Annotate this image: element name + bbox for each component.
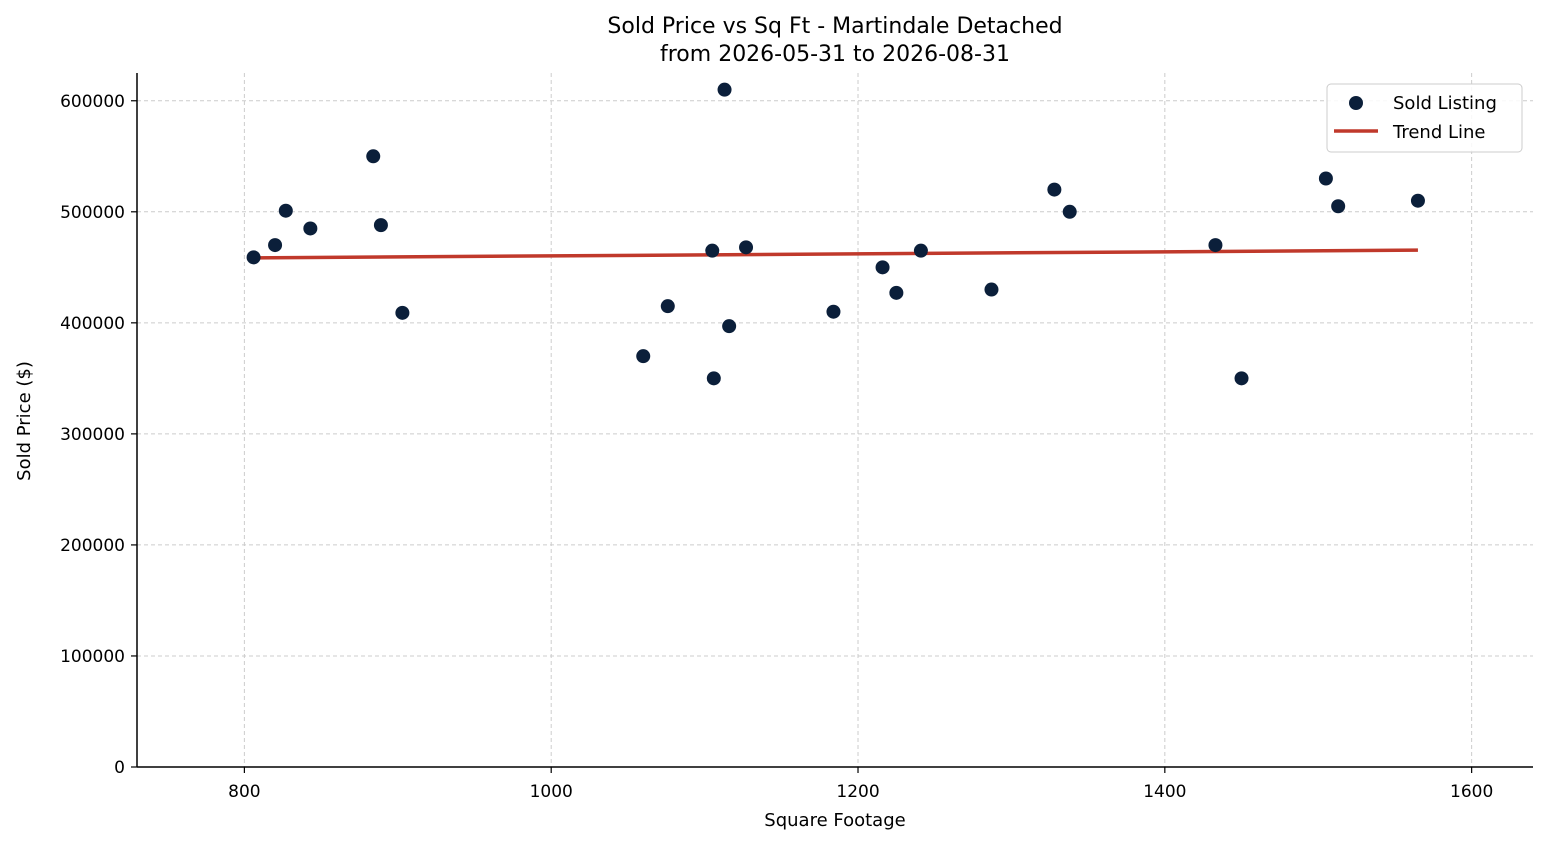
data-point [717,82,732,97]
x-tick-label: 1400 [1143,782,1186,802]
y-tick-label: 600000 [60,92,125,112]
data-point [705,243,720,258]
y-tick-label: 500000 [60,203,125,223]
data-point [984,282,999,297]
trend-line [253,248,1418,260]
data-point [268,238,283,253]
y-tick-label: 200000 [60,536,125,556]
y-tick-label: 100000 [60,647,125,667]
x-axis-label: Square Footage [764,810,905,831]
data-point [1047,182,1062,197]
x-tick-label: 1000 [530,782,573,802]
data-point [1234,371,1249,386]
chart-subtitle: from 2026-05-31 to 2026-08-31 [660,42,1010,67]
legend-marker-sold-listing [1349,96,1363,110]
data-point [303,221,318,236]
data-point [739,240,754,255]
legend-label-trend-line: Trend Line [1392,122,1486,143]
data-point [706,371,721,386]
data-point [1318,171,1333,186]
x-tick-label: 1600 [1450,782,1493,802]
y-tick-label: 0 [114,758,125,778]
data-point [366,149,381,164]
data-point [660,299,675,314]
legend-box [1326,83,1523,153]
data-point [875,260,890,275]
y-tick-label: 400000 [60,314,125,334]
data-point [636,349,651,364]
sold-listing-series [246,82,1425,386]
data-point [1062,204,1077,219]
data-point [246,250,261,265]
chart-title: Sold Price vs Sq Ft - Martindale Detache… [607,14,1062,39]
data-point [395,305,410,320]
y-tick-label: 300000 [60,425,125,445]
data-point [1208,238,1223,253]
legend: Sold Listing Trend Line [1326,83,1523,153]
x-tick-label: 800 [228,782,260,802]
data-point [373,218,388,233]
data-point [826,304,841,319]
data-point [1331,199,1346,214]
y-axis-label: Sold Price ($) [14,361,35,481]
legend-label-sold-listing: Sold Listing [1393,93,1497,114]
data-point [722,319,737,334]
y-axis-ticks: 0 100000 200000 300000 400000 500000 600000 [60,92,137,778]
data-point [913,243,928,258]
data-point [278,203,293,218]
data-point [1410,193,1425,208]
x-axis-ticks: 800 1000 1200 1400 1600 [228,767,1493,802]
trend-line-series [253,248,1418,260]
data-point [889,285,904,300]
x-tick-label: 1200 [836,782,879,802]
